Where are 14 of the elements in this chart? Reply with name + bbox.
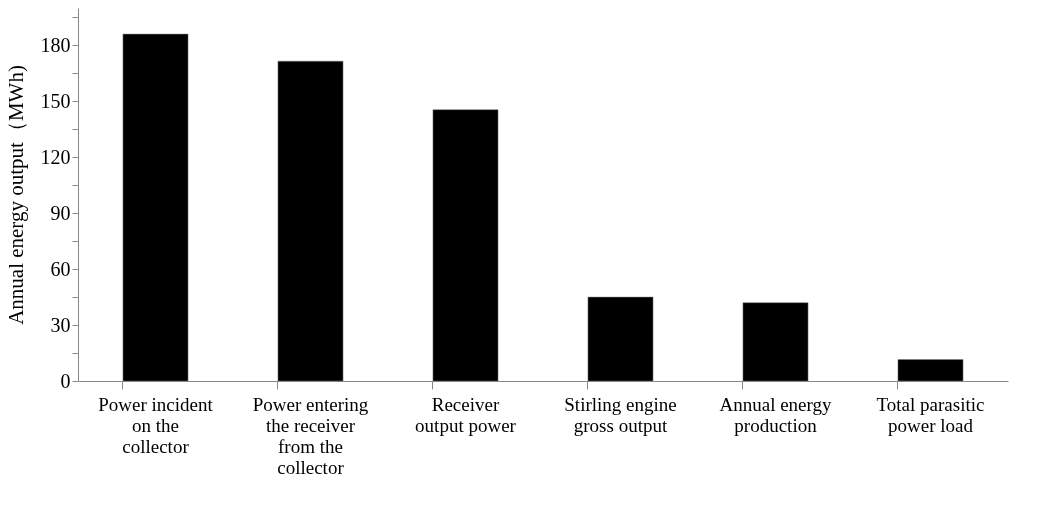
x-tick-label: Annual energy production xyxy=(719,393,833,436)
y-tick-label: 60 xyxy=(50,257,71,280)
y-tick-label: 150 xyxy=(40,89,71,112)
y-tick-label: 120 xyxy=(40,145,71,168)
x-tick-label: Total parasitic power load xyxy=(876,393,985,436)
y-tick-label: 30 xyxy=(50,313,71,336)
x-tick-label: Receiver output power xyxy=(415,393,517,436)
y-tick-label: 90 xyxy=(50,201,71,224)
y-axis-title: Annual energy output（MWh) xyxy=(3,65,28,325)
x-tick-label: Power incident on the collector xyxy=(98,393,214,457)
x-tick-label: Power entering the receiver from the collector xyxy=(252,393,369,478)
x-tick-label: Stirling engine gross output xyxy=(564,393,677,436)
y-tick-label: 0 xyxy=(60,369,71,392)
y-tick-label: 180 xyxy=(40,33,71,56)
